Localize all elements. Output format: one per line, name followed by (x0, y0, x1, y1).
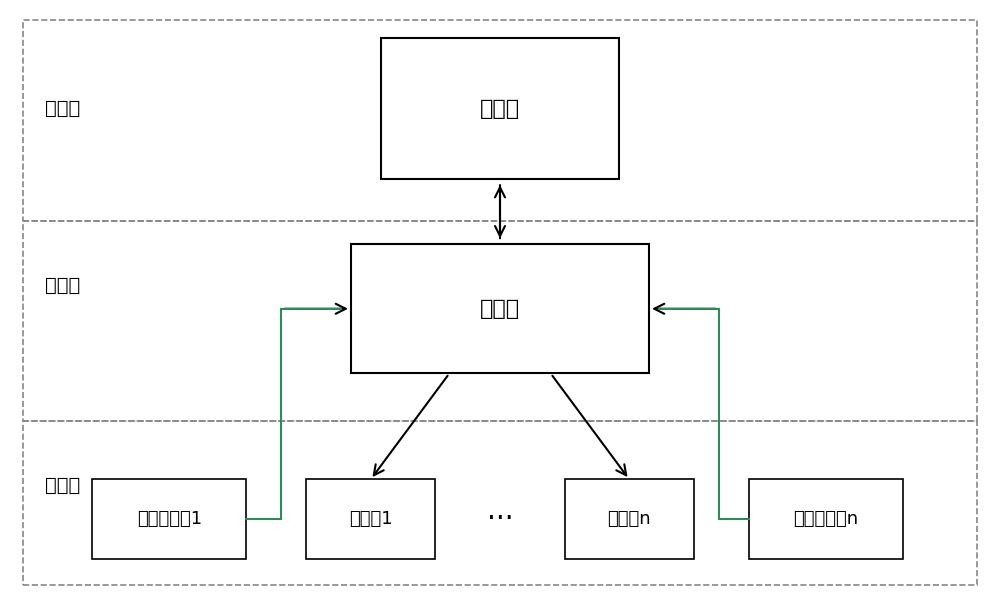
Bar (749, 479, 903, 559)
Bar (92, 479, 246, 559)
Text: 数据采集板n: 数据采集板n (793, 510, 858, 528)
Text: 上位机: 上位机 (480, 99, 520, 119)
Bar (306, 479, 435, 559)
Text: 数据采集板1: 数据采集板1 (137, 510, 202, 528)
Bar (565, 479, 694, 559)
Bar (351, 244, 649, 374)
Text: 子控板1: 子控板1 (349, 510, 393, 528)
Bar (381, 38, 619, 179)
Text: 控制层: 控制层 (45, 276, 80, 295)
Text: ···: ··· (487, 505, 513, 533)
Text: 主控板: 主控板 (480, 299, 520, 319)
Text: 现场层: 现场层 (45, 476, 80, 495)
Text: 子控板n: 子控板n (607, 510, 651, 528)
Text: 监控层: 监控层 (45, 99, 80, 118)
